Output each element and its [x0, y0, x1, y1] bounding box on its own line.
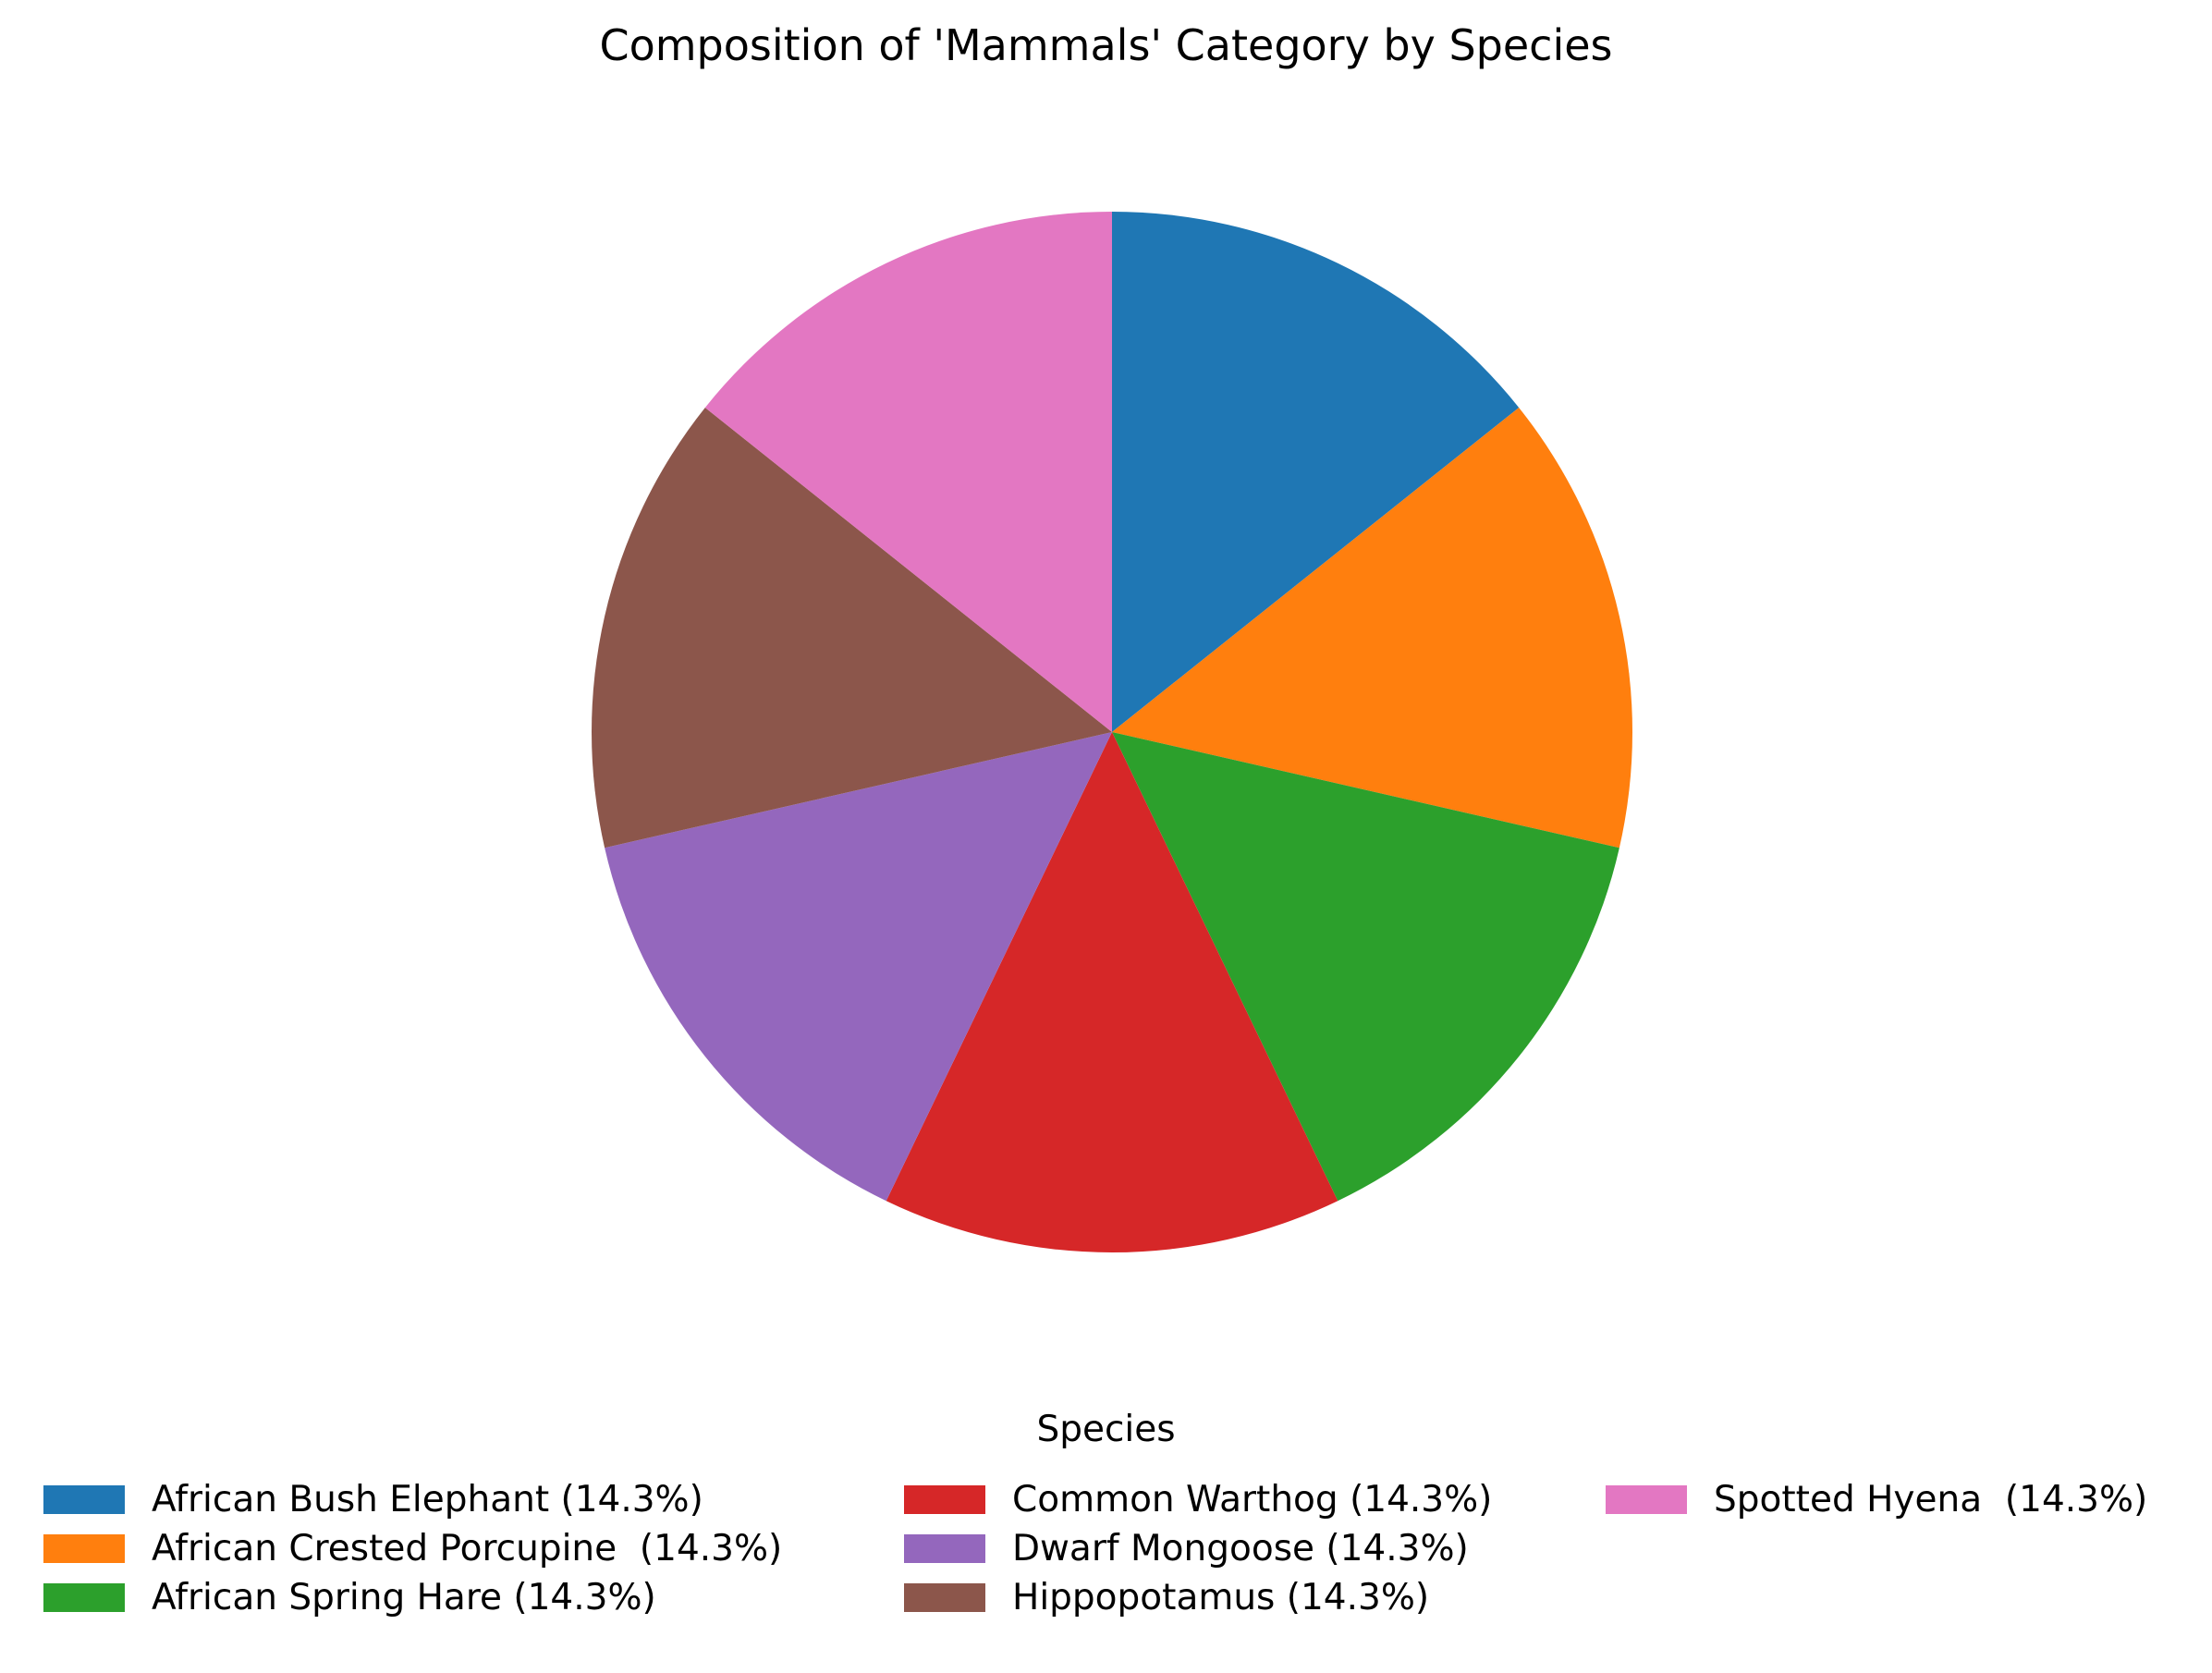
legend-swatch	[904, 1484, 985, 1514]
legend-item: African Spring Hare (14.3%)	[43, 1577, 656, 1618]
pie-slice-0	[1112, 212, 1520, 732]
pie-slice-2	[1112, 732, 1619, 1202]
legend-label: Common Warthog (14.3%)	[1012, 1478, 1493, 1520]
legend-item: Common Warthog (14.3%)	[904, 1479, 1492, 1520]
legend-label: African Bush Elephant (14.3%)	[152, 1478, 703, 1520]
legend-label: Dwarf Mongoose (14.3%)	[1012, 1527, 1469, 1569]
legend-item: African Crested Porcupine (14.3%)	[43, 1528, 782, 1569]
pie-slice-6	[704, 212, 1112, 732]
chart-title: Composition of 'Mammals' Category by Spe…	[599, 20, 1613, 70]
legend: Species African Bush Elephant (14.3%) Afr…	[0, 1396, 2212, 1673]
legend-title: Species	[1036, 1409, 1176, 1450]
legend-swatch	[43, 1484, 125, 1514]
pie-slice-4	[605, 732, 1112, 1202]
pie-slice-1	[1112, 407, 1632, 849]
legend-item: Hippopotamus (14.3%)	[904, 1577, 1429, 1618]
legend-item: Dwarf Mongoose (14.3%)	[904, 1528, 1469, 1569]
pie-slice-3	[886, 732, 1338, 1253]
legend-label: Hippopotamus (14.3%)	[1012, 1576, 1430, 1618]
legend-swatch	[43, 1582, 125, 1612]
legend-item: African Bush Elephant (14.3%)	[43, 1479, 703, 1520]
legend-label: African Crested Porcupine (14.3%)	[152, 1527, 783, 1569]
legend-swatch	[43, 1533, 125, 1563]
legend-swatch	[904, 1582, 985, 1612]
legend-swatch	[904, 1533, 985, 1563]
legend-swatch	[1606, 1484, 1687, 1514]
legend-label: African Spring Hare (14.3%)	[152, 1576, 656, 1618]
legend-label: Spotted Hyena (14.3%)	[1714, 1478, 2148, 1520]
legend-item: Spotted Hyena (14.3%)	[1606, 1479, 2147, 1520]
pie-slice-5	[592, 407, 1112, 849]
